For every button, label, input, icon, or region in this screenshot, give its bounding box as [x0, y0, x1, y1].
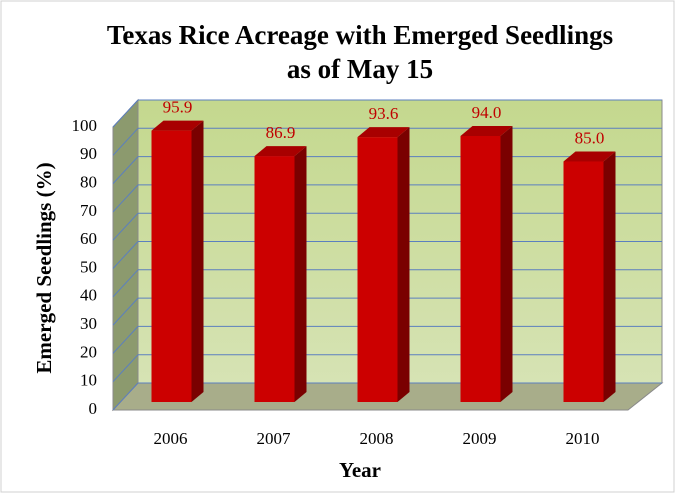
x-tick-label: 2010 [566, 429, 600, 448]
plot-area: 0 10 20 30 40 50 60 70 80 90 100 2006 95.9 2007 86.9 20… [72, 98, 664, 448]
bar-top [563, 151, 616, 162]
bar-side [500, 125, 513, 402]
bar-side [397, 127, 410, 402]
data-label: 93.6 [369, 104, 399, 123]
bar [151, 130, 192, 402]
bar-top [460, 125, 513, 136]
y-tick-label: 50 [80, 257, 97, 276]
data-label: 95.9 [163, 98, 193, 117]
y-tick-label: 30 [80, 314, 97, 333]
bar-side [294, 146, 307, 402]
x-tick-label: 2008 [360, 429, 394, 448]
y-tick-label: 10 [80, 371, 97, 390]
y-tick-label: 70 [80, 201, 97, 220]
bar [254, 156, 295, 402]
x-tick-label: 2006 [154, 429, 188, 448]
grid-line [112, 184, 139, 213]
y-tick-label: 40 [80, 286, 97, 305]
grid-line [112, 127, 139, 156]
bar [460, 135, 501, 403]
bar-top [357, 127, 410, 138]
grid-line [112, 99, 139, 128]
bar [357, 137, 398, 402]
y-tick-label: 20 [80, 342, 97, 361]
grid-line [112, 354, 139, 383]
data-label: 85.0 [575, 128, 605, 147]
grid-line [112, 326, 139, 354]
y-tick-label: 90 [80, 144, 97, 163]
bar-side [603, 151, 616, 402]
x-axis-title: Year [339, 458, 381, 482]
grid-line [112, 297, 139, 326]
bar [563, 161, 604, 402]
y-tick-label: 100 [72, 116, 98, 135]
y-axis-title: Emerged Seedlings (%) [32, 162, 56, 373]
bar-side [191, 120, 204, 402]
y-tick-label: 60 [80, 229, 97, 248]
grid-line [112, 241, 139, 269]
x-tick-label: 2007 [257, 429, 292, 448]
chart-title: Texas Rice Acreage with Emerged Seedling… [107, 20, 613, 50]
data-label: 86.9 [266, 123, 296, 142]
y-tick-label: 0 [89, 399, 98, 418]
grid-line [112, 212, 139, 241]
y-tick-label: 80 [80, 173, 97, 192]
data-label: 94.0 [472, 103, 502, 122]
bar-top [151, 120, 204, 131]
grid-line [112, 269, 139, 298]
grid-line [112, 156, 139, 184]
bar-top [254, 146, 307, 157]
x-tick-label: 2009 [463, 429, 497, 448]
chart-title: as of May 15 [287, 54, 433, 84]
grid-line [112, 382, 139, 411]
